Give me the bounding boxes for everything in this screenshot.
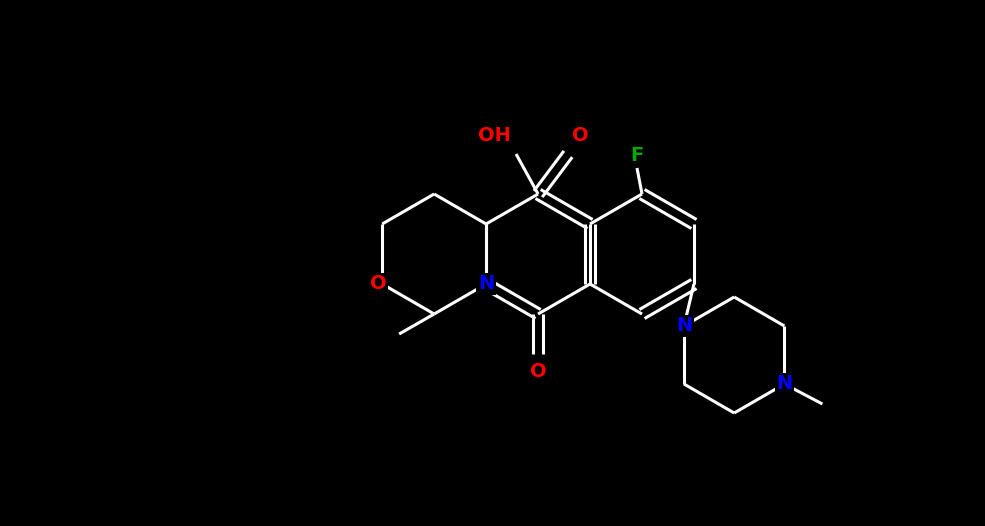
Text: N: N	[776, 375, 793, 393]
Text: F: F	[630, 147, 643, 166]
Text: O: O	[571, 126, 588, 146]
Text: O: O	[370, 275, 386, 294]
Text: N: N	[478, 275, 494, 294]
Text: OH: OH	[478, 126, 510, 146]
Text: N: N	[676, 317, 692, 336]
Text: O: O	[530, 362, 547, 381]
